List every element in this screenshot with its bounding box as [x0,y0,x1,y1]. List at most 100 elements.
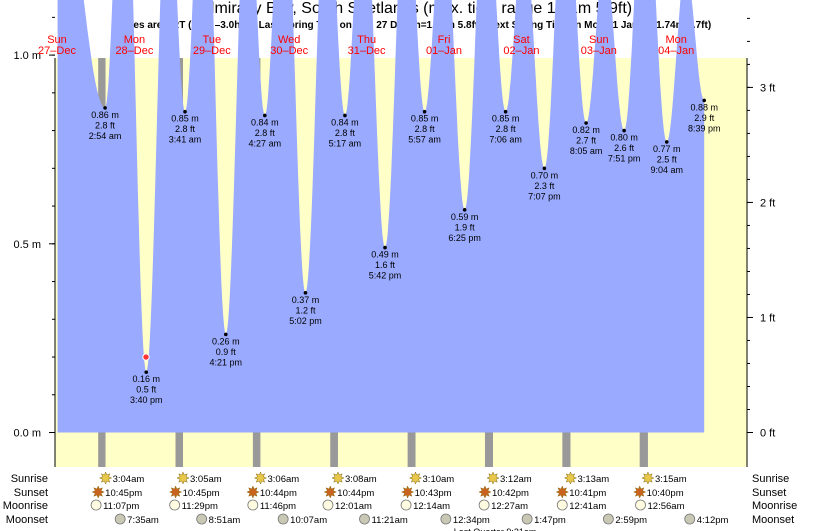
low-tide-label: 7:51 pm [608,154,641,164]
sunset-icon [168,485,183,499]
low-tide-label: 8:05 am [570,146,603,156]
sunrise-icon [98,471,113,485]
day-header-weekday: Sat [513,34,530,46]
moonrise-time-label: 12:01am [335,501,372,512]
moonrise-icon [400,499,412,511]
low-tide-label: 9:04 am [650,165,683,175]
moonset-row-label-right: Moonset [752,514,794,526]
sunset-time-label: 10:44pm [260,488,297,499]
day-header-weekday: Fri [438,34,451,46]
right-axis-tick-label: 0 ft [760,428,775,440]
moonset-icon [440,513,452,525]
sunrise-icon [641,471,655,485]
sunset-time-label: 10:41pm [569,488,606,499]
sunset-icon [91,485,105,499]
tide-point [383,245,387,250]
moonset-row-label: Moonset [6,514,48,526]
sunrise-icon [486,471,500,485]
tide-area [57,0,705,433]
moonset-icon [521,513,533,525]
sunrise-time-label: 3:04am [113,474,145,485]
sunset-icon [633,485,647,499]
sunrise-time-label: 3:15am [655,474,687,485]
low-tide-label: 5:17 am [329,138,362,148]
low-tide-label: 0.5 ft [136,385,157,395]
low-tide-label: 0.80 m [610,133,638,143]
moonset-time-label: 7:35am [127,515,159,526]
moonrise-icon [478,499,490,511]
moonset-time-label: 12:34pm [453,515,490,526]
moonrise-icon [247,499,259,511]
tide-point [542,166,547,171]
left-axis-tick-label: 1.0 m [13,50,41,62]
day-header-date: 31–Dec [348,45,386,57]
tide-point [144,370,149,374]
day-header-date: 27–Dec [38,45,76,57]
low-tide-label: 5:42 pm [369,271,402,281]
low-tide-label: 2.8 ft [415,124,436,134]
sunrise-icon [563,471,578,485]
sunset-time-label: 10:43pm [415,488,452,499]
low-tide-label: 6:25 pm [448,233,481,243]
low-tide-label: 0.82 m [572,125,600,135]
low-tide-label: 0.84 m [251,117,279,127]
moonset-icon [277,513,289,525]
day-header-weekday: Tue [203,34,222,46]
tide-point [343,113,347,118]
low-tide-label: 0.9 ft [216,347,237,357]
low-tide-label: 0.49 m [371,250,399,260]
tide-point [103,106,107,110]
day-header-date: 01–Jan [426,45,462,57]
moonset-icon [684,513,696,525]
sunset-row-label-right: Sunset [752,487,786,499]
moonrise-icon [556,499,568,511]
tide-point [462,208,467,212]
sunset-time-label: 10:44pm [337,488,374,499]
moonrise-icon [90,499,102,511]
low-tide-label: 0.85 m [492,114,520,124]
day-header-weekday: Sun [589,34,609,46]
moonset-time-label: 1:47pm [534,515,566,526]
low-tide-label: 2.3 ft [534,181,555,191]
right-axis-tick-label: 3 ft [760,82,775,94]
sunset-icon [555,485,569,499]
low-tide-label: 1.6 ft [375,260,396,270]
low-tide-label: 7:07 pm [528,191,561,201]
sunset-icon [323,485,337,499]
moon-phase-label: Last Quarter 9:21am [454,527,537,531]
low-tide-label: 0.84 m [331,117,359,127]
sunset-time-label: 10:45pm [183,488,220,499]
low-tide-label: 5:57 am [408,135,441,145]
low-tide-label: 2.8 ft [95,120,116,130]
sunset-time-label: 10:45pm [105,488,142,499]
moonset-time-label: 4:12pm [697,515,729,526]
tide-point [664,140,669,144]
low-tide-label: 0.85 m [411,114,439,124]
low-tide-label: 3:41 am [169,135,202,145]
day-header-weekday: Thu [357,34,376,46]
moonrise-time-label: 12:14am [413,501,450,512]
sunset-row-label: Sunset [14,487,48,499]
low-tide-label: 2.8 ft [255,128,276,138]
day-header-date: 04–Jan [658,45,694,57]
right-axis-tick-label: 2 ft [760,197,775,209]
tide-point [584,121,588,125]
sunset-icon [400,485,415,499]
low-tide-label: 0.59 m [451,212,479,222]
day-header-date: 28–Dec [115,45,153,57]
low-tide-label: 5:02 pm [289,316,322,326]
moonrise-row-label: Moonrise [3,500,48,512]
sunrise-time-label: 3:12am [500,474,532,485]
low-tide-label: 0.26 m [212,336,240,346]
tide-point [303,291,308,295]
moonrise-icon [322,499,334,511]
day-header-weekday: Sun [47,34,67,46]
low-tide-label: 2.6 ft [614,143,635,153]
moonrise-time-label: 12:41am [569,501,606,512]
moonset-icon [196,513,208,525]
low-tide-label: 2.9 ft [694,113,715,123]
tide-point [702,98,707,103]
tide-point [183,109,187,114]
sunrise-icon [408,471,423,485]
sunrise-time-label: 3:06am [267,474,299,485]
